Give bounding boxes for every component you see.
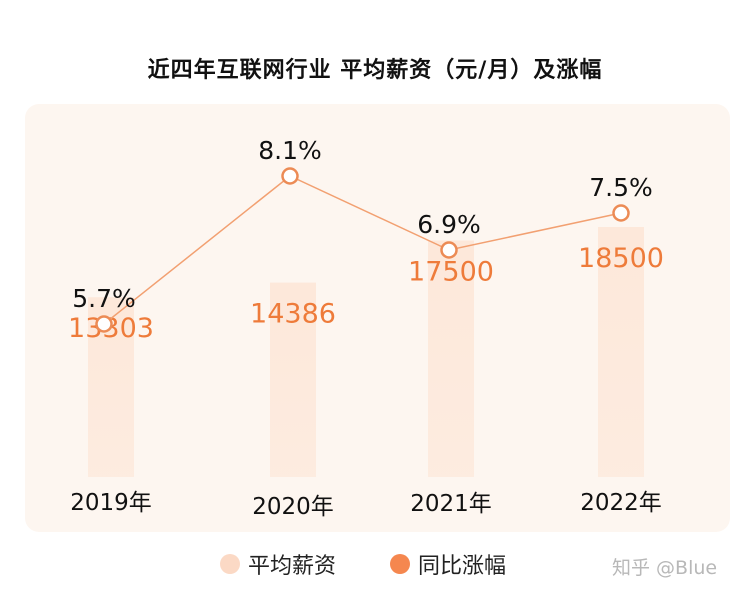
legend-swatch-bar [220,554,240,574]
line-point-3 [612,204,630,222]
bar-label-2: 17500 [408,257,494,288]
legend-label-bar: 平均薪资 [248,554,337,579]
legend-swatch-line [390,554,410,574]
x-tick-label-3: 2022年 [580,490,662,516]
chart-title: 近四年互联网行业 平均薪资（元/月）及涨幅 [147,58,603,83]
line-point-1 [281,167,299,185]
bar-3 [598,227,644,477]
pct-label-2: 6.9% [417,210,481,239]
watermark: 知乎 @Blue [612,557,718,579]
pct-label-1: 8.1% [258,136,322,165]
bar-2 [428,240,474,477]
growth-line [103,175,622,325]
legend-item-line: 同比涨幅 [390,548,506,580]
pct-label-3: 7.5% [589,173,653,202]
legend-label-line: 同比涨幅 [418,554,507,579]
bar-label-1: 14386 [250,299,336,330]
legend-item-bar: 平均薪资 [220,548,336,580]
bar-label-3: 18500 [578,243,664,274]
line-point-0 [95,315,113,333]
legend: 平均薪资 同比涨幅 [0,548,750,580]
line-point-2 [440,241,458,259]
bar-1 [270,282,316,477]
pct-label-0: 5.7% [72,284,136,313]
x-tick-label-0: 2019年 [70,490,152,516]
x-tick-label-2: 2021年 [410,491,492,517]
x-tick-label-1: 2020年 [252,494,334,520]
